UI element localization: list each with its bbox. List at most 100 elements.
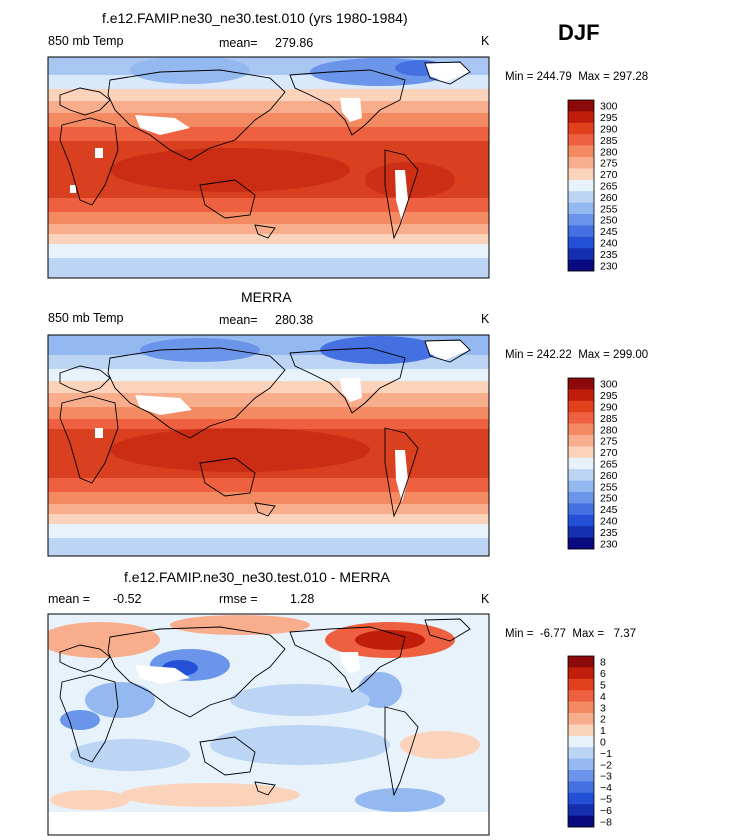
coastlines	[59, 618, 471, 797]
colorbar-swatch	[568, 503, 594, 516]
season-label: DJF	[558, 20, 600, 45]
map-frame	[47, 613, 490, 836]
colorbar-swatch	[568, 423, 594, 436]
colorbar-swatch	[568, 100, 594, 112]
mean-label: mean =	[48, 592, 91, 606]
colorbar-swatch	[568, 492, 594, 504]
colorbar-swatch	[568, 446, 594, 459]
colorbar-swatch	[568, 667, 594, 680]
colorbar-tick-label: 240	[600, 516, 618, 528]
colorbar-swatch	[568, 111, 594, 124]
colorbar-frame	[567, 99, 595, 272]
colorbar-tick-label: 265	[600, 181, 618, 193]
colorbar-swatch	[568, 259, 594, 272]
colorbar-tick-label: 235	[600, 527, 618, 539]
mean-value: 280.38	[275, 313, 314, 327]
colorbar-swatch	[568, 656, 594, 668]
colorbar-swatch	[568, 168, 594, 181]
colorbar-tick-label: 250	[600, 215, 618, 227]
colorbar-swatch	[568, 248, 594, 260]
min-max-text: Min = 242.22 Max = 299.00	[505, 349, 649, 361]
min-max-text: Min = -6.77 Max = 7.37	[505, 628, 637, 640]
coastlines	[59, 339, 471, 518]
colorbar-swatch	[568, 537, 594, 550]
map-panel-diff	[48, 614, 489, 835]
colorbar-tick-label: 295	[600, 112, 618, 124]
colorbar-swatch	[568, 145, 594, 158]
colorbar-tick-label: 300	[600, 101, 618, 113]
coastlines	[59, 61, 471, 240]
colorbar-tick-label: 250	[600, 493, 618, 505]
min-max-text: Min = 244.79 Max = 297.28	[505, 71, 649, 83]
colorbar-tick-label: 240	[600, 238, 618, 250]
colorbar-swatch	[568, 378, 594, 390]
mean-value: 279.86	[275, 36, 314, 50]
map-frame	[47, 334, 490, 557]
colorbar-swatch	[568, 747, 594, 759]
colorbar-tick-label: 3	[600, 702, 606, 714]
colorbar-frame	[567, 377, 595, 550]
colorbar-tick-label: 270	[600, 169, 618, 181]
colorbar-tick-label: −2	[600, 759, 612, 771]
panel-title-diff: f.e12.FAMIP.ne30_ne30.test.010 - MERRA	[124, 569, 390, 585]
colorbar-tick-label: 275	[600, 436, 618, 448]
units-label: K	[481, 312, 490, 326]
colorbar-tick-label: 300	[600, 379, 618, 391]
colorbar-swatch	[568, 815, 594, 828]
colorbar-swatch	[568, 724, 594, 737]
colorbar-tick-label: 260	[600, 192, 618, 204]
colorbar-swatch	[568, 770, 594, 782]
colorbar-tick-label: 2	[600, 714, 606, 726]
colorbar-tick-label: 8	[600, 657, 606, 669]
colorbar-tick-label: 245	[600, 226, 618, 238]
colorbar-tick-label: 255	[600, 203, 618, 215]
colorbar-tick-label: 1	[600, 725, 606, 737]
colorbar-swatch	[568, 804, 594, 816]
colorbar-swatch	[568, 389, 594, 402]
colorbar-tick-label: 275	[600, 158, 618, 170]
colorbar-swatch	[568, 191, 594, 203]
colorbar-tick-label: 295	[600, 390, 618, 402]
colorbar-tick-label: 280	[600, 424, 618, 436]
colorbar-tick-label: 235	[600, 249, 618, 261]
colorbar-swatch	[568, 435, 594, 447]
colorbar-tick-label: 270	[600, 447, 618, 459]
colorbar-swatch	[568, 179, 594, 192]
colorbar-tick-label: −8	[600, 816, 612, 828]
colorbar-frame	[567, 655, 595, 828]
colorbars: 3002952902852802752702652602552502452402…	[567, 99, 618, 828]
panel-title-merra: MERRA	[241, 289, 292, 305]
units-label: K	[481, 34, 490, 48]
colorbar-tick-label: 280	[600, 146, 618, 158]
colorbar-swatch	[568, 134, 594, 146]
map-panel-model	[48, 57, 489, 278]
colorbar-swatch	[568, 514, 594, 527]
colorbar-tick-label: −6	[600, 805, 612, 817]
colorbar-tick-label: −5	[600, 794, 612, 806]
colorbar-tick-label: 230	[600, 260, 618, 272]
colorbar-swatch	[568, 713, 594, 725]
colorbar-swatch	[568, 480, 594, 493]
rmse-value: 1.28	[290, 592, 315, 606]
colorbar-tick-label: 5	[600, 680, 606, 692]
colorbar-swatch	[568, 678, 594, 691]
variable-label: 850 mb Temp	[48, 34, 124, 48]
colorbar-swatch	[568, 758, 594, 771]
colorbar-swatch	[568, 781, 594, 794]
colorbar-swatch	[568, 690, 594, 702]
colorbar-tick-label: −1	[600, 748, 612, 760]
colorbar-swatch	[568, 412, 594, 424]
colorbar-tick-label: 0	[600, 737, 606, 749]
mean-label: mean=	[219, 36, 258, 50]
colorbar-swatch	[568, 469, 594, 481]
rmse-label: rmse =	[219, 592, 258, 606]
variable-label: 850 mb Temp	[48, 311, 124, 325]
colorbar-swatch	[568, 157, 594, 169]
colorbar-swatch	[568, 457, 594, 470]
colorbar-swatch	[568, 792, 594, 805]
map-frame	[47, 56, 490, 279]
colorbar-swatch	[568, 214, 594, 226]
colorbar-tick-label: 4	[600, 691, 606, 703]
colorbar-tick-label: 265	[600, 459, 618, 471]
